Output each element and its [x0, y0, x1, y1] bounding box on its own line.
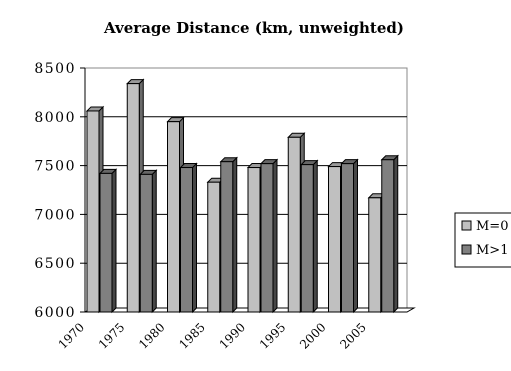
bar-front [220, 161, 234, 313]
bar-front [167, 121, 180, 313]
x-tick-label: 1985 [176, 320, 207, 351]
bar-side [272, 158, 278, 314]
bar-side [232, 156, 238, 314]
chart-title: Average Distance (km, unweighted) [103, 19, 404, 37]
bar-side [312, 159, 318, 314]
x-tick-label: 1990 [217, 320, 248, 351]
bar [139, 169, 158, 314]
bar-front [86, 110, 100, 313]
bar-front [207, 181, 221, 313]
bar-side [151, 169, 157, 314]
bar-front [126, 83, 140, 313]
bar-front [328, 166, 341, 313]
x-tick-label: 1980 [136, 320, 167, 351]
bar-side [393, 154, 399, 314]
bar [380, 154, 399, 314]
legend-swatch [461, 244, 472, 255]
x-tick-label: 1975 [96, 320, 127, 351]
x-tick-label: 2005 [337, 320, 368, 351]
y-tick-label: 7500 [34, 159, 76, 175]
y-tick-label: 6000 [34, 305, 76, 321]
bar-front [287, 136, 301, 313]
x-tick-label: 1995 [257, 320, 288, 351]
y-tick-label: 8000 [34, 110, 76, 126]
bar-front [180, 167, 193, 313]
bar-front [99, 172, 113, 313]
y-tick-label: 6500 [34, 256, 76, 272]
bar [179, 162, 198, 314]
bar-front [247, 167, 261, 313]
legend-label: M>1 [476, 243, 508, 258]
bar-front [139, 173, 153, 313]
y-tick-label: 8500 [34, 61, 76, 77]
legend-label: M=0 [476, 219, 508, 234]
bar-front [368, 197, 382, 313]
bar-front [300, 164, 314, 313]
bar [219, 156, 238, 314]
bar [259, 158, 279, 314]
x-axis: 1970 1975 1980 1985 1990 1995 2000 2005 [56, 311, 407, 352]
bar [300, 159, 319, 314]
legend-swatch [461, 220, 472, 231]
y-axis: 6000 6500 7000 7500 8000 8500 [34, 61, 86, 321]
bar-side [111, 168, 117, 314]
bar-side [192, 162, 197, 314]
x-tick-label: 2000 [297, 320, 328, 351]
bar-front [260, 163, 274, 313]
y-tick-label: 7000 [34, 207, 76, 223]
bar-front [341, 163, 354, 313]
bar-front [381, 159, 395, 313]
bar [340, 158, 359, 314]
bar [98, 168, 118, 314]
bar-side [353, 158, 358, 314]
legend: M=0 M>1 [454, 212, 511, 268]
x-tick-label: 1970 [56, 320, 87, 351]
